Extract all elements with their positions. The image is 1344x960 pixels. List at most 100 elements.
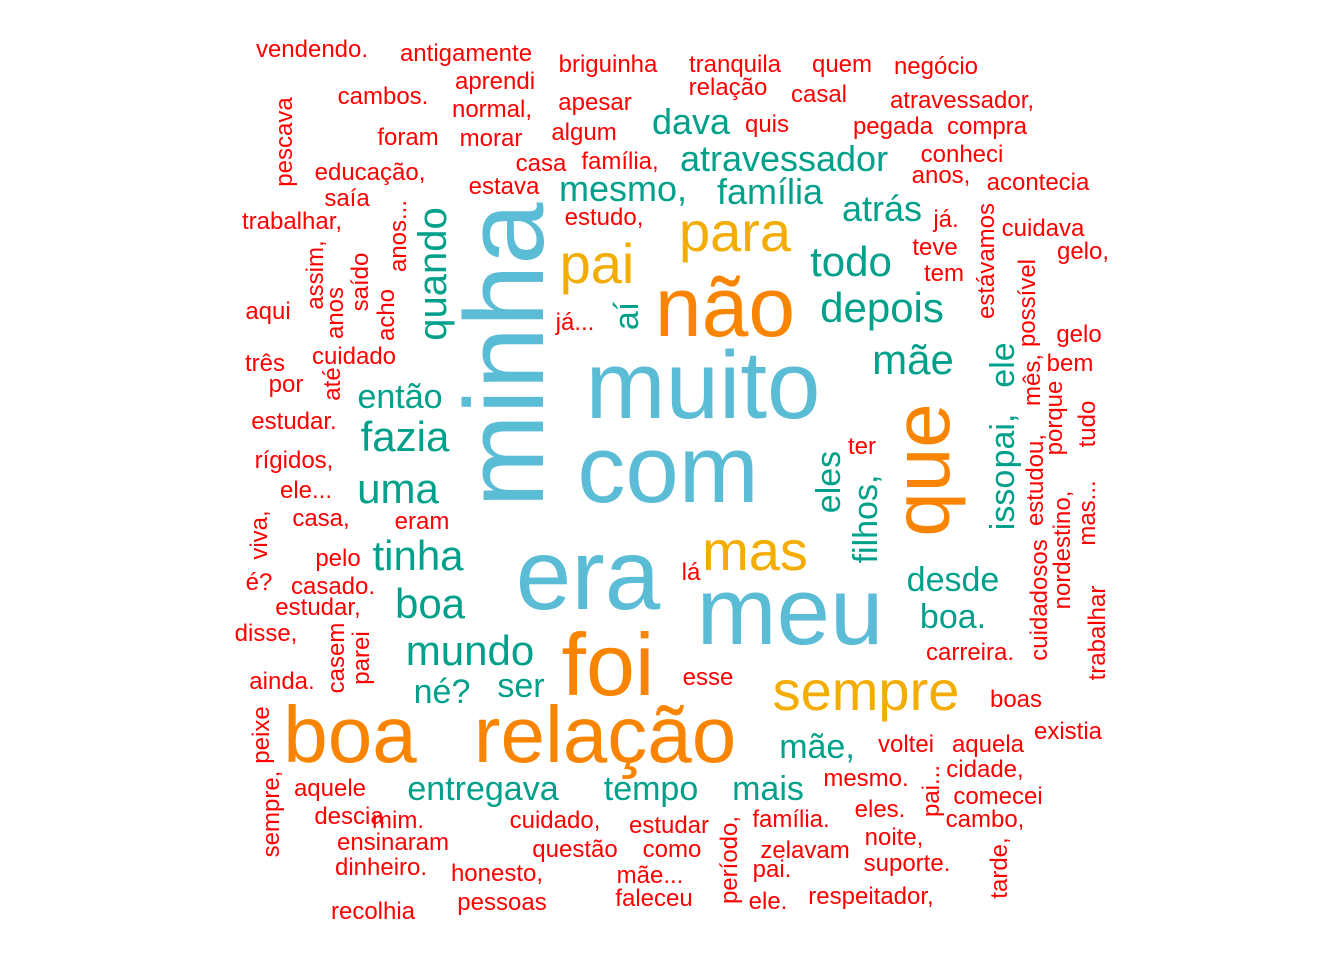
cloud-word-pai-126: pai... — [918, 764, 945, 818]
cloud-word-mae-21: mãe — [872, 336, 954, 383]
cloud-word-casal-51: casal — [790, 81, 848, 108]
cloud-word-desde-34: desde — [906, 561, 1000, 599]
cloud-word-suporte-146: suporte. — [863, 850, 951, 877]
cloud-word-para-10: para — [678, 200, 792, 263]
cloud-word-cambos-52: cambos. — [337, 83, 429, 110]
cloud-word-acontecia-69: acontecia — [986, 169, 1090, 196]
cloud-word-saido-80: saído — [347, 252, 374, 312]
cloud-word-estudar-96: estudar. — [251, 408, 337, 435]
cloud-word-recolhia-153: recolhia — [330, 898, 416, 925]
cloud-word-trabalhar-112: trabalhar — [1084, 585, 1111, 681]
cloud-word-carreira-116: carreira. — [925, 639, 1015, 666]
cloud-word-normal-53: normal, — [451, 96, 533, 123]
cloud-word-casado-110: casado. — [290, 573, 376, 600]
cloud-word-cambo-132: cambo, — [945, 806, 1025, 833]
cloud-word-mesmo-16: mesmo, — [558, 168, 688, 209]
cloud-word-cuidava-74: cuidava — [1001, 215, 1085, 242]
cloud-word-mundo-29: mundo — [405, 627, 535, 674]
cloud-word-nordestino-102: nordestino, — [1049, 490, 1076, 610]
cloud-word-trabalhar-71: trabalhar, — [241, 208, 343, 235]
cloud-word-atravessador-15: atravessador — [679, 138, 889, 179]
cloud-word-estava-67: estava — [468, 173, 540, 200]
cloud-word-conheci-65: conheci — [920, 141, 1004, 168]
cloud-word-casa-104: casa, — [292, 505, 350, 532]
cloud-word-esse-118: esse — [682, 664, 734, 691]
cloud-word-gelo-78: gelo, — [1056, 238, 1110, 265]
cloud-word-anos-75: anos... — [385, 199, 412, 273]
cloud-word-ele-152: ele. — [748, 888, 788, 915]
cloud-word-descia-130: descia — [314, 803, 384, 830]
cloud-word-pescava-56: pescava — [271, 97, 298, 187]
cloud-word-ainda-117: ainda. — [249, 668, 315, 695]
cloud-word-pessoas-151: pessoas — [457, 889, 547, 916]
cloud-word-familia-136: família. — [752, 806, 830, 833]
cloud-word-eram-105: eram — [394, 508, 450, 535]
cloud-word-eles-32: eles — [810, 450, 848, 514]
cloud-word-relacao-50: relação — [688, 74, 768, 101]
cloud-word-eles-131: eles. — [854, 796, 906, 823]
cloud-word-casem-114: casem — [323, 622, 350, 694]
cloud-word-comecei-128: comecei — [953, 783, 1043, 810]
cloud-word-mim-133: mim. — [372, 807, 424, 834]
cloud-word-minha-0: minha — [442, 202, 567, 508]
cloud-word-rigidos-99: rígidos, — [254, 447, 334, 474]
cloud-word-fazia-25: fazia — [360, 413, 450, 460]
cloud-word-estudo-72: estudo, — [564, 204, 644, 231]
cloud-word-todo-19: todo — [810, 238, 892, 285]
cloud-word-saia-70: saía — [324, 185, 370, 212]
cloud-word-boa-35: boa. — [919, 598, 987, 636]
cloud-word-dava-14: dava — [651, 101, 731, 142]
cloud-word-ele-38: ele — [984, 342, 1022, 388]
cloud-word-ne-30: né? — [413, 673, 471, 711]
cloud-word-ensinaram-137: ensinaram — [336, 829, 450, 856]
cloud-word-disse-113: disse, — [234, 620, 298, 647]
cloud-word-parei-115: parei — [348, 631, 375, 685]
cloud-word-isso-36: isso — [984, 469, 1022, 531]
cloud-word-antigamente-44: antigamente — [399, 40, 533, 67]
cloud-word-que-6: que — [877, 403, 966, 537]
cloud-word-ate-92: até — [319, 367, 346, 401]
cloud-word-cuidado-134: cuidado, — [509, 807, 601, 834]
cloud-word-por-91: por — [268, 371, 304, 398]
cloud-word-familia-17: família — [716, 171, 824, 212]
cloud-word-anos-83: anos — [322, 286, 349, 340]
cloud-word-pelo-107: pelo — [315, 545, 361, 572]
cloud-word-tudo-95: tudo — [1074, 400, 1101, 448]
cloud-word-pegada-61: pegada — [852, 113, 934, 140]
cloud-word-ja-73: já. — [933, 206, 959, 233]
cloud-word-mae-39: mãe, — [779, 728, 855, 766]
cloud-word-algum-59: algum — [551, 119, 617, 146]
cloud-word-nao-5: não — [654, 260, 796, 354]
cloud-word-filhos-33: filhos, — [847, 474, 885, 564]
cloud-word-muito-1: muito — [585, 332, 821, 439]
cloud-word-morar-58: morar — [459, 125, 523, 152]
cloud-word-estudar-135: estudar — [628, 812, 710, 839]
cloud-word-atravessador-55: atravessador, — [889, 87, 1035, 114]
cloud-word-quis-60: quis — [744, 111, 790, 138]
cloud-word-possivel-86: possível — [1014, 258, 1041, 348]
cloud-word-anos-68: anos, — [911, 162, 971, 189]
cloud-word-dinheiro-144: dinheiro. — [334, 854, 428, 881]
cloud-word-tranquila-46: tranquila — [688, 51, 782, 78]
cloud-word-acho-84: acho — [373, 288, 400, 342]
cloud-word-honesto-145: honesto, — [450, 860, 544, 887]
cloud-word-tres-89: três — [244, 350, 286, 377]
cloud-word-pai-11: pai — [559, 232, 635, 295]
cloud-word-peixe-120: peixe — [248, 706, 275, 764]
cloud-word-periodo-141: período, — [716, 815, 743, 905]
cloud-word-ter-98: ter — [847, 433, 877, 460]
cloud-word-foi-7: foi — [561, 615, 655, 714]
cloud-word-bem-88: bem — [1046, 350, 1094, 377]
cloud-word-boa-8: boa — [283, 690, 417, 779]
cloud-word-briguinha-45: briguinha — [558, 51, 658, 78]
cloud-word-entao-24: então — [357, 378, 443, 416]
cloud-word-mesmo-125: mesmo. — [823, 765, 909, 792]
cloud-word-existia-121: existia — [1033, 718, 1103, 745]
cloud-word-relacao-9: relação — [473, 690, 737, 779]
cloud-word-boa-28: boa — [394, 580, 466, 627]
cloud-word-ai-23: aí — [608, 301, 646, 331]
cloud-word-casa-63: casa — [515, 150, 567, 177]
cloud-word-estavamos-76: estávamos — [973, 202, 1000, 320]
cloud-word-familia-64: família, — [581, 148, 659, 175]
